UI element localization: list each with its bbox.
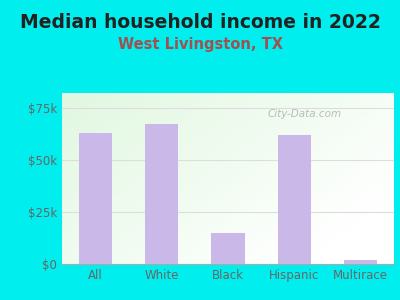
Text: City-Data.com: City-Data.com (268, 109, 342, 118)
Bar (278, 135, 311, 264)
Bar (212, 233, 245, 264)
Bar (78, 133, 112, 264)
Bar (145, 124, 178, 264)
Bar (344, 260, 378, 264)
Text: West Livingston, TX: West Livingston, TX (118, 38, 282, 52)
Text: Median household income in 2022: Median household income in 2022 (20, 14, 380, 32)
